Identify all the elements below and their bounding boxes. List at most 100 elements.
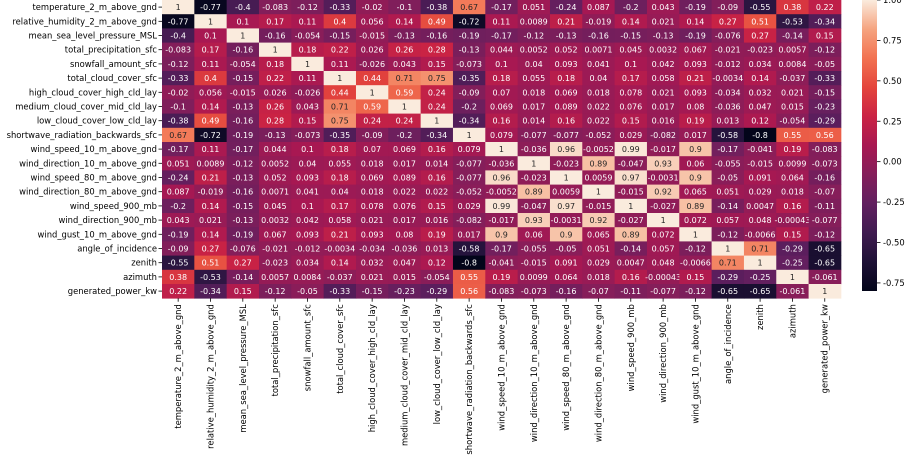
heatmap-cell <box>776 56 809 72</box>
heatmap-cell <box>388 198 422 214</box>
cell-value-label: -0.11 <box>814 202 835 211</box>
heatmap-cell <box>582 71 616 86</box>
cell-value-label: 0.0089 <box>196 159 224 168</box>
cell-value-label: -0.0034 <box>712 74 743 83</box>
heatmap-cell <box>743 213 777 228</box>
cell-value-label: -0.02 <box>362 3 383 12</box>
cell-value-label: -0.09 <box>459 88 480 97</box>
heatmap-cell <box>776 127 809 143</box>
heatmap-cell <box>582 56 616 72</box>
cell-value-label: 0.072 <box>652 230 675 239</box>
heatmap-cell <box>194 255 228 271</box>
heatmap-cell <box>291 213 325 228</box>
cell-value-label: 0.18 <box>266 60 284 69</box>
cell-value-label: -0.58 <box>717 131 738 140</box>
cell-value-label: 0.22 <box>331 46 349 55</box>
cell-value-label: 0.56 <box>816 131 834 140</box>
heatmap-cell <box>743 14 777 29</box>
cell-value-label: -0.026 <box>359 60 385 69</box>
heatmap-cell <box>485 142 519 157</box>
heatmap-cell <box>679 184 713 200</box>
cell-value-label: -0.55 <box>168 259 189 268</box>
cell-value-label: 0.076 <box>619 103 642 112</box>
heatmap-cell <box>808 184 842 200</box>
cell-value-label: -0.13 <box>556 32 577 41</box>
cell-value-label: -0.65 <box>717 287 738 296</box>
cell-value-label: -0.083 <box>262 3 288 12</box>
cell-value-label: -0.19 <box>168 230 189 239</box>
row-label: medium_cloud_cover_mid_cld_lay <box>15 102 157 112</box>
heatmap-cell <box>582 99 616 114</box>
cell-value-label: -0.055 <box>521 245 547 254</box>
heatmap-cell <box>194 85 228 100</box>
cell-value-label: -0.33 <box>329 287 350 296</box>
heatmap-cell <box>646 269 680 285</box>
cell-value-label: -0.041 <box>489 259 515 268</box>
heatmap-cell <box>679 127 713 143</box>
cell-value-label: 0.013 <box>425 245 448 254</box>
column-label: total_precipitation_sfc <box>270 304 280 397</box>
cell-value-label: 0.055 <box>522 74 545 83</box>
cell-value-label: 0.14 <box>687 17 705 26</box>
heatmap-cell <box>485 227 519 242</box>
heatmap-cell <box>517 99 551 114</box>
heatmap-cell <box>258 71 292 86</box>
heatmap-cell <box>776 284 809 299</box>
heatmap-cell <box>452 241 486 256</box>
heatmap-cell <box>323 14 357 29</box>
heatmap-cell <box>388 284 422 299</box>
cell-value-label: 0.21 <box>202 174 220 183</box>
cell-value-label: 0.26 <box>396 46 414 55</box>
cell-value-label: -0.034 <box>359 245 385 254</box>
cell-value-label: 0.0057 <box>261 273 289 282</box>
heatmap-cell <box>162 85 195 100</box>
heatmap-cell <box>162 142 195 157</box>
heatmap-cell <box>614 269 648 285</box>
cell-value-label: 0.59 <box>396 88 414 97</box>
heatmap-cell <box>258 255 292 271</box>
heatmap-cell <box>323 0 357 15</box>
heatmap-cell <box>485 42 519 58</box>
cell-value-label: 0.17 <box>331 202 349 211</box>
cell-value-label: -0.05 <box>556 245 577 254</box>
cell-value-label: 0.04 <box>331 188 349 197</box>
cell-value-label: 0.24 <box>396 117 414 126</box>
cell-value-label: -0.2 <box>461 103 477 112</box>
heatmap-cell <box>582 0 616 15</box>
cell-value-label: 0.034 <box>296 259 319 268</box>
heatmap-cell <box>291 184 325 200</box>
cell-value-label: -0.16 <box>232 117 253 126</box>
heatmap-cell <box>388 213 422 228</box>
heatmap-cell <box>679 71 713 86</box>
row-label: relative_humidity_2_m_above_gnd <box>12 16 157 26</box>
heatmap-cell <box>420 255 454 271</box>
cell-value-label: -0.13 <box>232 216 253 225</box>
heatmap-cell <box>162 28 195 43</box>
cell-value-label: 0.67 <box>169 131 187 140</box>
heatmap-cell <box>194 184 228 200</box>
heatmap-cell <box>646 127 680 143</box>
colorbar-tick-label: 0.75 <box>883 35 902 45</box>
cell-value-label: 0.0047 <box>617 259 645 268</box>
cell-value-label: -0.00043 <box>645 273 681 282</box>
cell-value-label: 0.051 <box>522 3 545 12</box>
heatmap-cell <box>517 156 551 171</box>
cell-value-label: -0.015 <box>359 32 385 41</box>
cell-value-label: 0.069 <box>361 174 384 183</box>
cell-value-label: -0.073 <box>295 131 321 140</box>
cell-value-label: 0.089 <box>393 174 416 183</box>
heatmap-cell <box>420 227 454 242</box>
cell-value-label: 1 <box>531 159 536 168</box>
cell-value-label: -0.0031 <box>648 174 679 183</box>
heatmap-cell <box>323 255 357 271</box>
heatmap-cell <box>258 227 292 242</box>
heatmap-cell <box>355 28 389 43</box>
heatmap-cell <box>485 14 519 29</box>
cell-value-label: -0.15 <box>814 88 835 97</box>
cell-value-label: 0.043 <box>167 216 190 225</box>
cell-value-label: -0.77 <box>200 3 221 12</box>
cell-value-label: -0.33 <box>329 3 350 12</box>
heatmap-cell <box>743 56 777 72</box>
heatmap-cell <box>711 28 745 43</box>
cell-value-label: 0.18 <box>493 74 511 83</box>
